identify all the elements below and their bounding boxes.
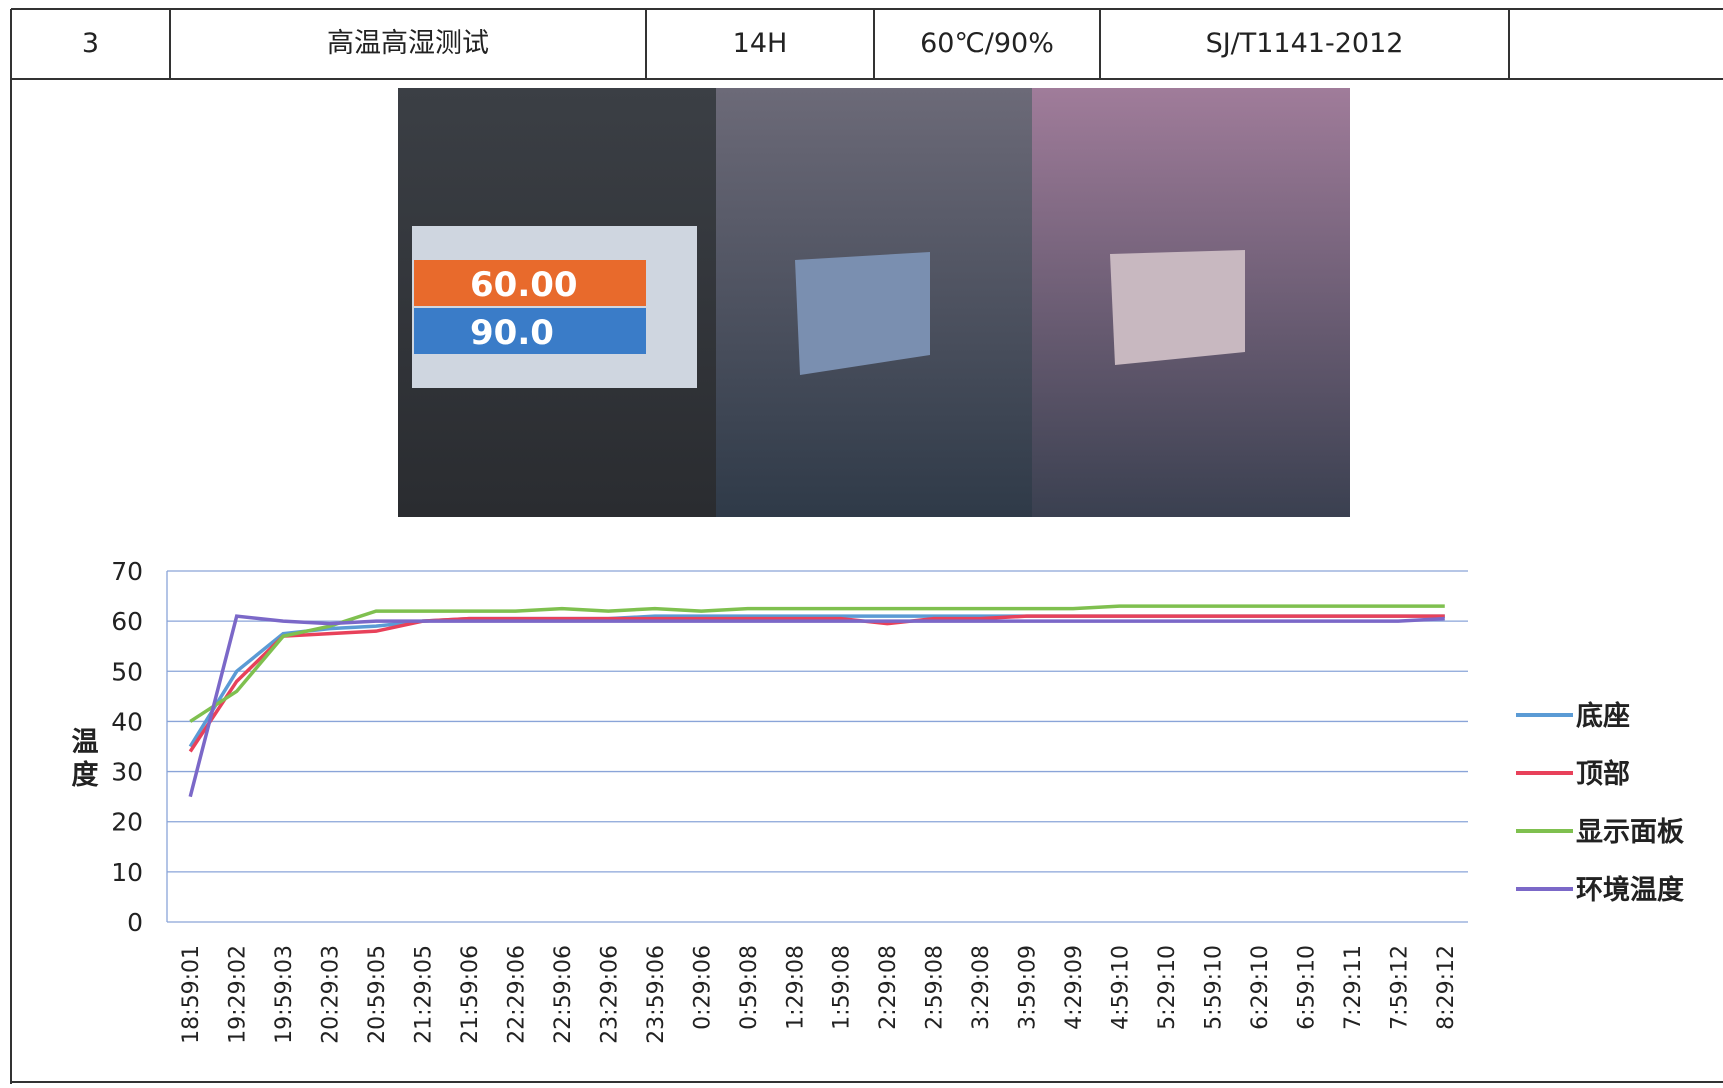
reading: 90.0 (470, 313, 554, 353)
x-tick-label: 5:29:10 (1155, 945, 1180, 1030)
x-tick-label: 20:29:03 (319, 945, 344, 1044)
tv (1110, 250, 1245, 365)
x-tick-label: 2:29:08 (876, 945, 901, 1030)
x-tick-label: 21:29:05 (412, 945, 437, 1044)
x-tick-label: 0:29:06 (690, 945, 715, 1030)
x-tick-label: 20:59:05 (365, 945, 390, 1044)
x-tick-label: 22:29:06 (504, 945, 529, 1044)
photo: 60.00 90.0 (398, 88, 1350, 517)
x-tick-label: 4:59:10 (1109, 945, 1134, 1030)
legend-label: 环境温度 (1576, 874, 1684, 906)
x-tick-label: 4:29:09 (1062, 945, 1087, 1030)
line-series (188, 614, 1445, 748)
reading: 60.00 (470, 265, 578, 305)
controller-screen (412, 226, 697, 388)
y-tick-label: 0 (127, 908, 143, 937)
y-tick-label: 20 (111, 808, 143, 837)
x-tick-label: 2:59:08 (923, 945, 948, 1030)
x-tick-label: 6:29:10 (1248, 945, 1273, 1030)
x-tick-label: 3:59:09 (1016, 945, 1041, 1030)
x-tick-label: 1:59:08 (830, 945, 855, 1030)
legend-label: 顶部 (1576, 758, 1630, 790)
x-tick-label: 19:29:02 (226, 945, 251, 1044)
y-tick-label: 50 (111, 657, 143, 686)
x-tick-label: 19:59:03 (272, 945, 297, 1044)
y-tick-label: 60 (111, 607, 143, 636)
cell-text: 14H (733, 28, 788, 59)
cell-text: SJ/T1141-2012 (1206, 28, 1404, 59)
x-tick-label: 23:29:06 (597, 945, 622, 1044)
humid-band (414, 308, 646, 354)
tv (795, 252, 930, 375)
x-tick-label: 18:59:01 (179, 945, 204, 1044)
legend-label: 显示面板 (1576, 817, 1684, 848)
cell-text: 60℃/90% (920, 28, 1054, 59)
x-tick-label: 7:59:12 (1387, 945, 1412, 1030)
table (10, 8, 1723, 1084)
y-tick-label: 30 (111, 758, 143, 787)
x-tick-label: 0:59:08 (737, 945, 762, 1030)
x-tick-label: 1:29:08 (783, 945, 808, 1030)
x-tick-label: 7:29:11 (1341, 945, 1366, 1030)
legend-label: 底座 (1576, 700, 1630, 732)
x-tick-label: 5:59:10 (1201, 945, 1226, 1030)
x-tick-label: 22:59:06 (551, 945, 576, 1044)
line-series (189, 604, 1445, 723)
line-series (188, 614, 1445, 798)
temp-band (414, 260, 646, 306)
x-tick-label: 23:59:06 (644, 945, 669, 1044)
x-tick-label: 21:59:06 (458, 945, 483, 1044)
x-tick-label: 3:29:08 (969, 945, 994, 1030)
cell-text: 3 (82, 28, 99, 59)
y-tick-label: 40 (111, 707, 143, 736)
x-tick-label: 8:29:12 (1434, 945, 1459, 1030)
line-series (188, 614, 1445, 753)
chart: 0 10 20 30 40 50 60 70 温度 18:59:01 19:29:02 19:59:0… (67, 557, 1685, 1044)
y-tick-label: 70 (111, 557, 143, 586)
cell-text: 高温高湿测试 (327, 28, 489, 59)
x-tick-label: 6:59:10 (1294, 945, 1319, 1030)
y-axis-label: 温度 (67, 727, 99, 793)
y-tick-label: 10 (111, 858, 143, 887)
